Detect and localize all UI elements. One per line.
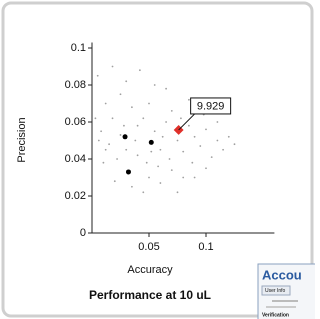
point [146, 162, 148, 164]
y-axis-label: Precision [16, 117, 28, 162]
point [125, 149, 127, 151]
point [150, 151, 152, 153]
point [105, 103, 107, 105]
point [98, 140, 100, 142]
point [180, 117, 182, 119]
point [148, 177, 150, 179]
point [134, 140, 136, 142]
point [217, 121, 219, 123]
y-tick-label: 0.08 [65, 79, 86, 91]
point [108, 143, 110, 145]
point [169, 158, 171, 160]
point [194, 136, 196, 138]
point [114, 180, 116, 182]
point [162, 136, 164, 138]
point [95, 117, 97, 119]
point [142, 117, 144, 119]
point [137, 154, 139, 156]
point [199, 145, 201, 147]
annotation-label: 9.929 [197, 100, 225, 112]
point [139, 69, 141, 71]
window-title: Accou [262, 267, 302, 282]
point [137, 125, 139, 127]
point [97, 75, 99, 77]
x-axis-label: Accuracy [127, 264, 173, 276]
marked-point [126, 169, 131, 174]
tab-label[interactable]: User Info [265, 288, 286, 294]
x-tick-label: 0.05 [138, 241, 159, 253]
point [177, 140, 179, 142]
marked-point [123, 134, 128, 139]
point [188, 125, 190, 127]
point [182, 151, 184, 153]
point [105, 149, 107, 151]
point [103, 162, 105, 164]
point [160, 182, 162, 184]
point [157, 166, 159, 168]
point [171, 110, 173, 112]
point [112, 66, 114, 68]
text-line [266, 306, 296, 308]
point [148, 103, 150, 105]
point [120, 93, 122, 95]
point [165, 121, 167, 123]
page: {"chart_data": {"type": "scatter", "titl… [0, 0, 315, 319]
point [154, 130, 156, 132]
point [131, 186, 133, 188]
point [217, 140, 219, 142]
point [112, 117, 114, 119]
point [194, 177, 196, 179]
text-line [272, 300, 298, 302]
point [131, 106, 133, 108]
y-tick-label: 0.02 [65, 190, 86, 202]
marked-point [149, 140, 154, 145]
y-tick-label: 0 [80, 227, 86, 239]
point [188, 99, 190, 101]
point [125, 80, 127, 82]
point [154, 84, 156, 86]
point [205, 167, 207, 169]
point [177, 191, 179, 193]
point [123, 125, 125, 127]
point [100, 130, 102, 132]
point [160, 149, 162, 151]
chart-title: Performance at 10 uL [89, 288, 211, 302]
point [222, 149, 224, 151]
point [228, 136, 230, 138]
y-tick-label: 0.04 [65, 153, 86, 165]
point [120, 134, 122, 136]
point [234, 143, 236, 145]
x-tick-label: 0.1 [198, 241, 213, 253]
point [182, 177, 184, 179]
point [142, 191, 144, 193]
point [211, 156, 213, 158]
point [171, 169, 173, 171]
screenshot: Performance at 10 uL Accuracy Precision … [0, 0, 315, 319]
point [116, 158, 118, 160]
point [191, 162, 193, 164]
y-tick-label: 0.06 [65, 116, 86, 128]
section-label: Verification [262, 312, 289, 318]
point [205, 129, 207, 131]
overlay-window: Accou User Info Verification [258, 264, 315, 319]
point [165, 88, 167, 90]
y-tick-label: 0.1 [71, 42, 86, 54]
